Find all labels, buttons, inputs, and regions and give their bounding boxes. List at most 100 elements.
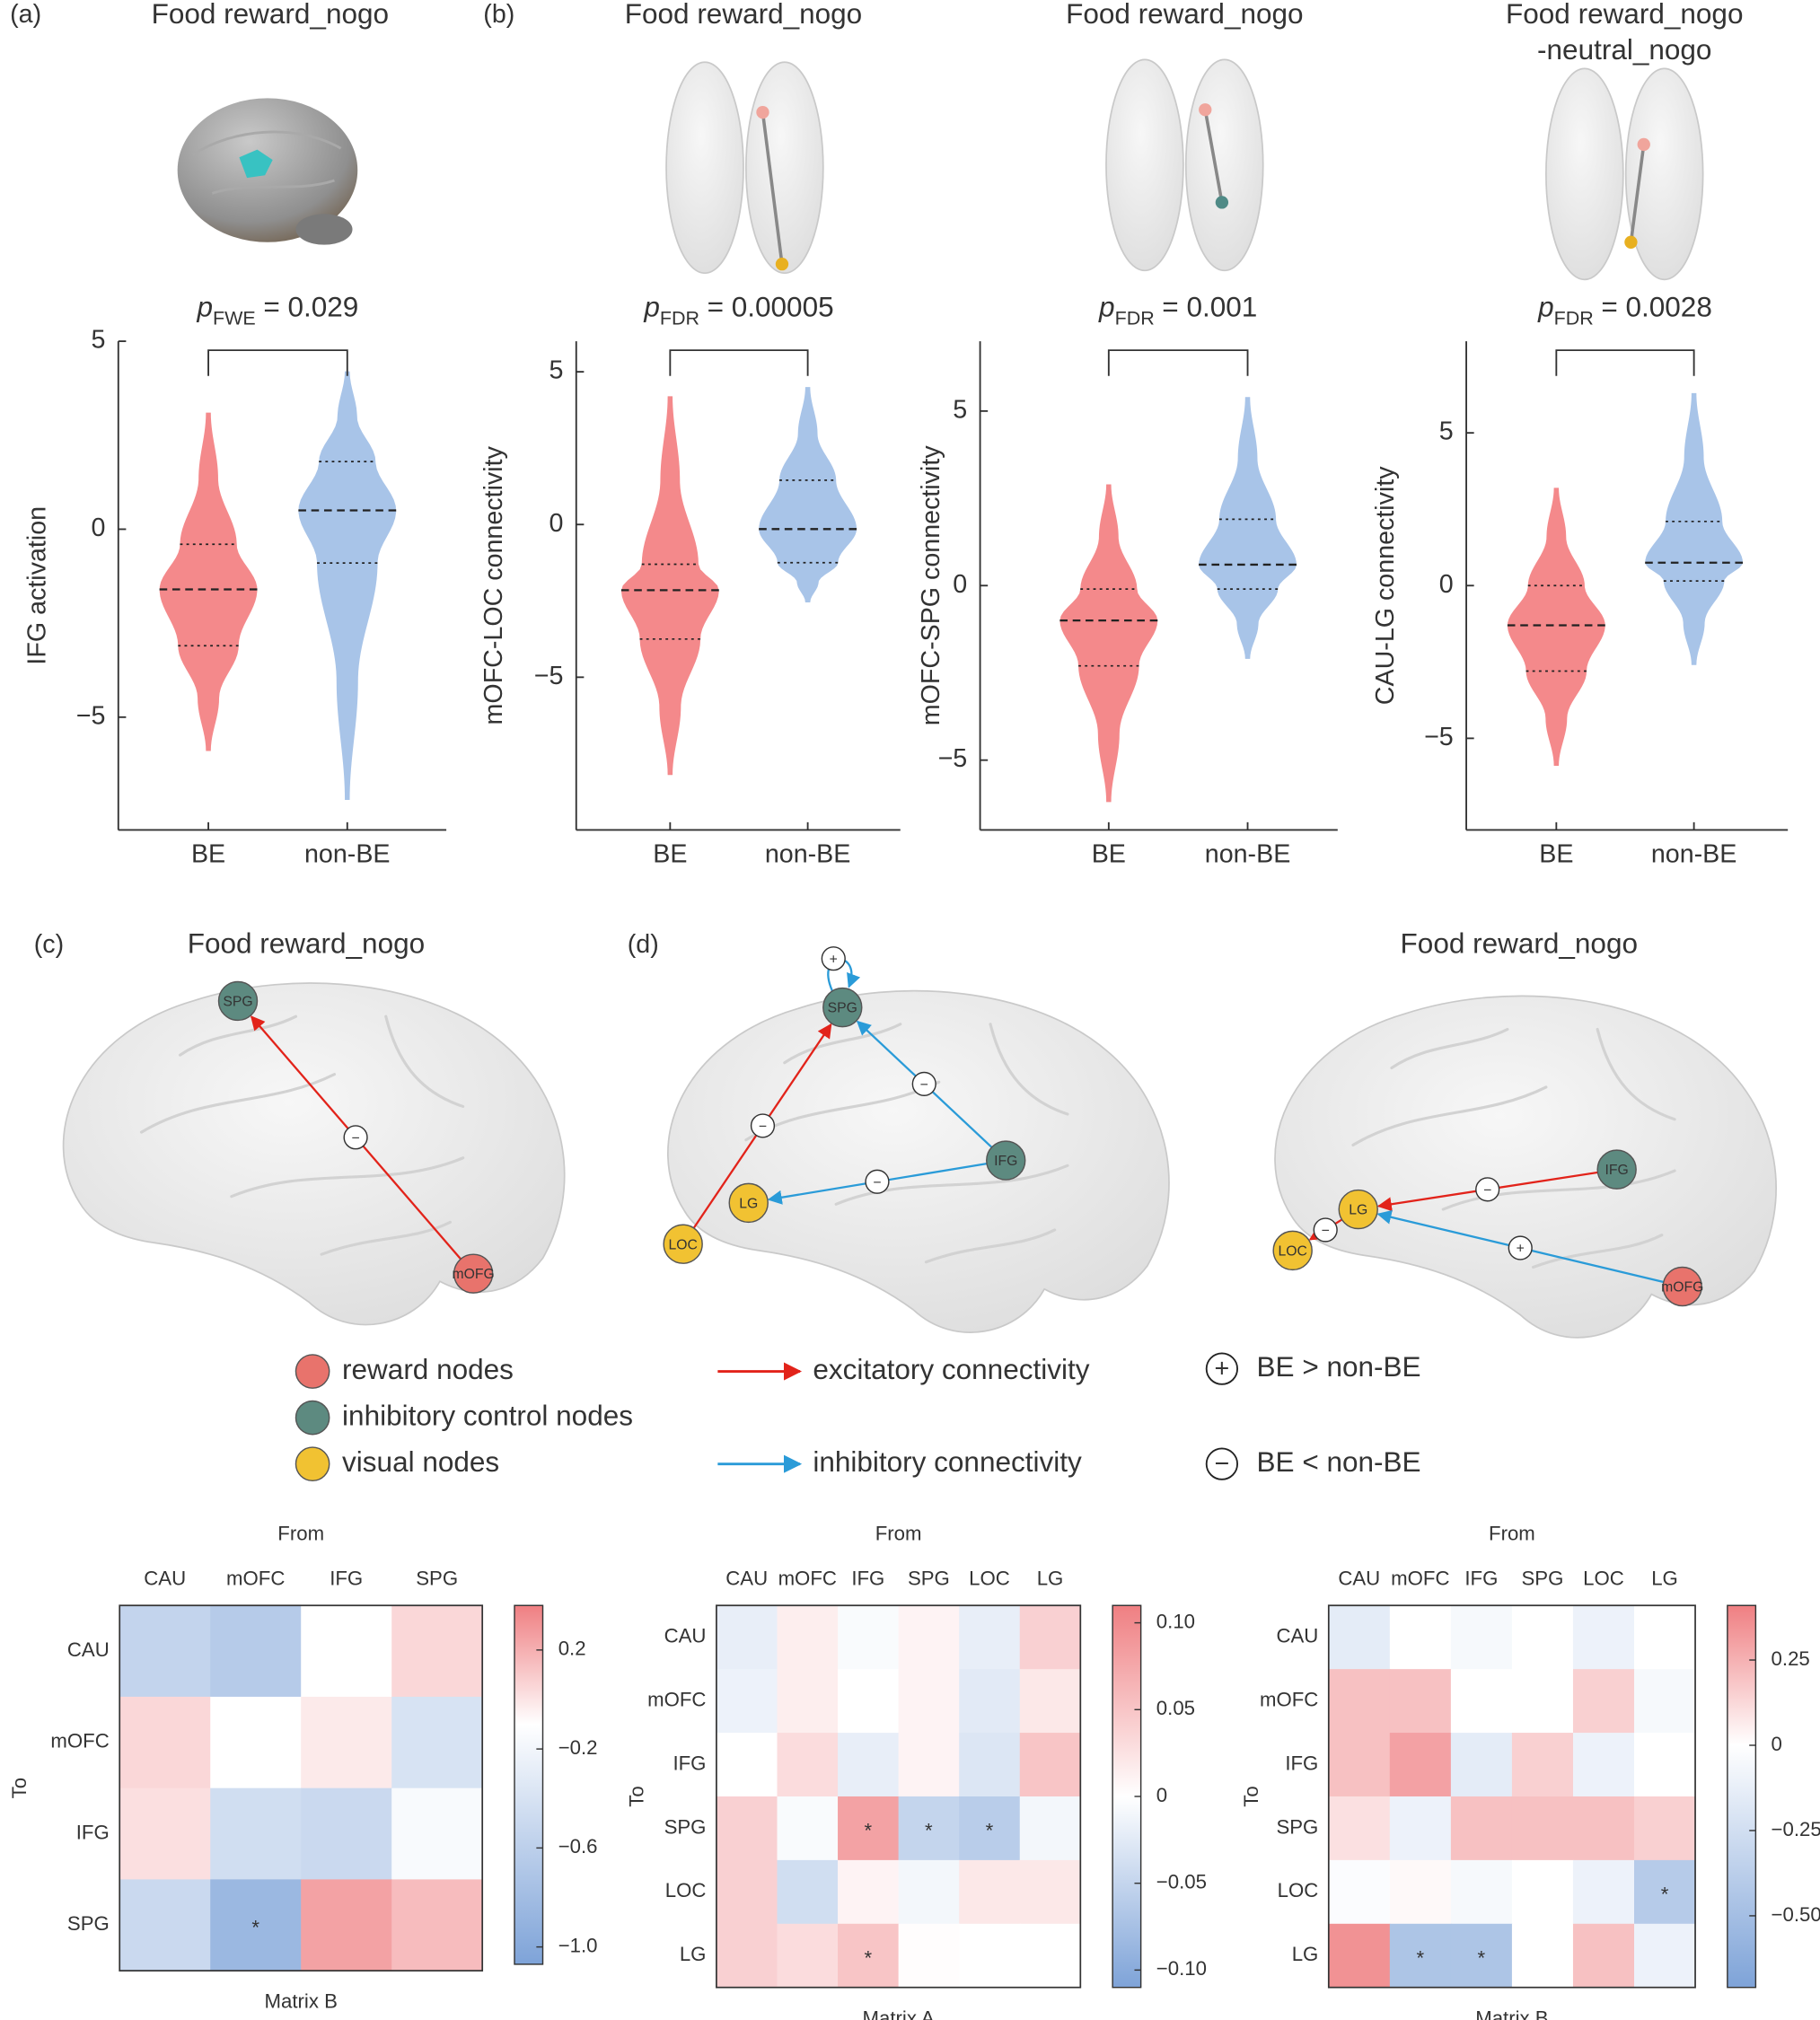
caption: Matrix B (1475, 2007, 1548, 2020)
p-value: pFDR = 0.001 (1098, 291, 1257, 329)
legend-label: BE < non-BE (1257, 1445, 1421, 1478)
heatmap-cell (1572, 1796, 1635, 1861)
colorbar-tick-label: 0 (1772, 1733, 1782, 1755)
heatmap-cell (1511, 1605, 1574, 1670)
heatmap-cell (1572, 1923, 1635, 1989)
x-tick-label: IFG (1464, 1567, 1498, 1589)
x-tick-label: LOC (1583, 1567, 1624, 1589)
x-axis-label: From (1489, 1522, 1535, 1544)
x-tick-label: CAU (1338, 1567, 1380, 1589)
y-tick-label: LG (1292, 1943, 1319, 1965)
legend-sign-symbol: + (1215, 1355, 1230, 1383)
y-tick-label: 5 (92, 326, 106, 355)
heatmap-cell (777, 1859, 839, 1925)
heatmap-cell (301, 1696, 392, 1789)
heatmap-cell (1572, 1669, 1635, 1734)
legend-label: BE > non-BE (1257, 1350, 1421, 1383)
violin (1507, 487, 1605, 767)
heatmap-cell (1328, 1796, 1391, 1861)
heatmap-cell (1389, 1733, 1452, 1797)
y-tick-label: LG (680, 1943, 707, 1965)
colorbar-tick-label: 0.25 (1772, 1647, 1810, 1670)
heatmap-cell (838, 1923, 900, 1989)
heatmap-cell (1572, 1859, 1635, 1925)
x-tick-label: LG (1651, 1567, 1678, 1589)
significance-bracket (1555, 349, 1695, 376)
sign-label: + (1517, 1242, 1525, 1257)
heatmap-cell (777, 1605, 839, 1670)
chart-title: Food reward_nogo (1506, 0, 1743, 30)
x-tick-label: LOC (969, 1567, 1010, 1589)
heatmap-cell (119, 1605, 211, 1698)
panel-label: (d) (628, 930, 659, 959)
colorbar-tick-label: −0.2 (558, 1736, 598, 1759)
violin (620, 396, 719, 776)
y-tick-label: IFG (1285, 1752, 1318, 1774)
heatmap-cell (898, 1669, 960, 1734)
heatmap-frame (716, 1604, 1082, 1989)
y-tick-label: IFG (76, 1821, 110, 1843)
chart-title: -neutral_nogo (1537, 33, 1711, 66)
legend-sign-symbol: − (1215, 1450, 1230, 1479)
heatmap-cell (301, 1879, 392, 1972)
sign-label: + (830, 952, 838, 967)
sign-badge (821, 946, 846, 971)
y-tick-label: SPG (1276, 1815, 1318, 1838)
legend-swatch (295, 1354, 330, 1389)
legend-label: reward nodes (342, 1353, 514, 1385)
heatmap-cell (898, 1605, 960, 1670)
x-tick-label: SPG (416, 1567, 458, 1589)
heatmap-cell (301, 1787, 392, 1880)
y-axis-label: To (8, 1778, 31, 1798)
heatmap-cell (391, 1879, 483, 1972)
p-symbol: p (643, 291, 660, 323)
chart-title: Food reward_nogo (152, 0, 389, 30)
y-tick-label: −5 (534, 662, 564, 690)
heatmap-cell (210, 1696, 302, 1789)
colorbar-tick-label: 0.05 (1156, 1697, 1195, 1719)
caption: Matrix B (265, 1990, 338, 2013)
violin (1199, 397, 1297, 659)
heatmap-cell (1511, 1923, 1574, 1989)
panel-label: (a) (10, 0, 41, 29)
y-axis-label: IFG activation (23, 506, 52, 665)
colorbar-tick-label: −0.6 (558, 1835, 598, 1858)
sign-badge (911, 1071, 936, 1096)
sign-label: − (873, 1175, 881, 1190)
p-value: pFDR = 0.00005 (643, 291, 833, 329)
p-subscript: FWE (213, 307, 256, 329)
legend-swatch (295, 1400, 330, 1436)
legend-sign (1205, 1352, 1239, 1385)
sign-badge (1508, 1235, 1533, 1260)
y-axis-label: To (1240, 1786, 1262, 1806)
heatmap-cell (1019, 1605, 1081, 1670)
heatmap-cell (838, 1859, 900, 1925)
y-tick-label: 5 (1439, 417, 1454, 446)
significance-bracket (669, 349, 809, 376)
y-tick-label: mOFC (1260, 1688, 1318, 1710)
heatmap-cell (119, 1696, 211, 1789)
panel-label: (c) (34, 930, 64, 959)
x-tick-label: SPG (908, 1567, 950, 1589)
legend-label: visual nodes (342, 1445, 499, 1478)
p-text: = 0.00005 (708, 291, 834, 323)
significance-bracket (207, 349, 348, 376)
y-axis-label: mOFC-SPG connectivity (917, 445, 945, 726)
p-symbol: p (197, 291, 214, 323)
legend-label: excitatory connectivity (813, 1353, 1089, 1385)
heatmap-cell (838, 1796, 900, 1861)
heatmap-cell (1450, 1733, 1513, 1797)
heatmap-cell (959, 1796, 1021, 1861)
heatmap-cell (1389, 1669, 1452, 1734)
p-subscript: FDR (1554, 307, 1594, 329)
p-value: pFWE = 0.029 (197, 291, 359, 329)
panel-label: (b) (483, 0, 514, 29)
violin (1645, 392, 1743, 665)
heatmap-cell (1450, 1605, 1513, 1670)
heatmap-cell (1019, 1859, 1081, 1925)
node-label: LOC (1278, 1243, 1306, 1259)
brain-render (665, 61, 824, 275)
x-tick-label: mOFC (226, 1567, 285, 1589)
node (822, 987, 863, 1028)
